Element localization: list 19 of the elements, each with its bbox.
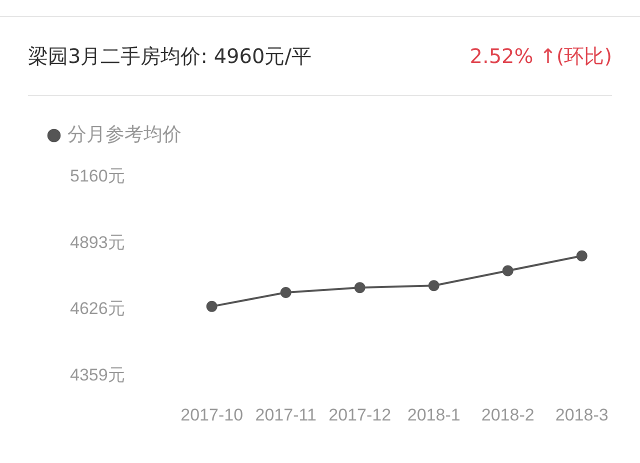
legend-label: 分月参考均价	[68, 123, 182, 146]
y-tick-label: 4359元	[70, 365, 125, 384]
y-tick-label: 4893元	[70, 232, 125, 252]
point	[206, 300, 218, 312]
text: 2.52% ↑(环比)	[470, 44, 612, 68]
point	[354, 282, 366, 294]
y-tick-label: 5160元	[70, 166, 125, 186]
x-tick-label: 2018-2	[481, 405, 534, 424]
point	[280, 287, 292, 298]
chart-title: 梁园3月二手房均价: 4960元/平	[28, 42, 312, 70]
point	[428, 280, 440, 292]
x-tick-label: 2017-11	[255, 405, 316, 424]
x-tick-label: 2018-1	[407, 405, 460, 424]
y-tick-label: 4626元	[70, 299, 125, 318]
x-tick-label: 2017-10	[180, 405, 244, 424]
point	[576, 250, 588, 262]
x-tick-label: 2017-12	[328, 405, 392, 424]
x-tick-label: 2018-3	[555, 405, 608, 424]
point	[502, 265, 514, 276]
